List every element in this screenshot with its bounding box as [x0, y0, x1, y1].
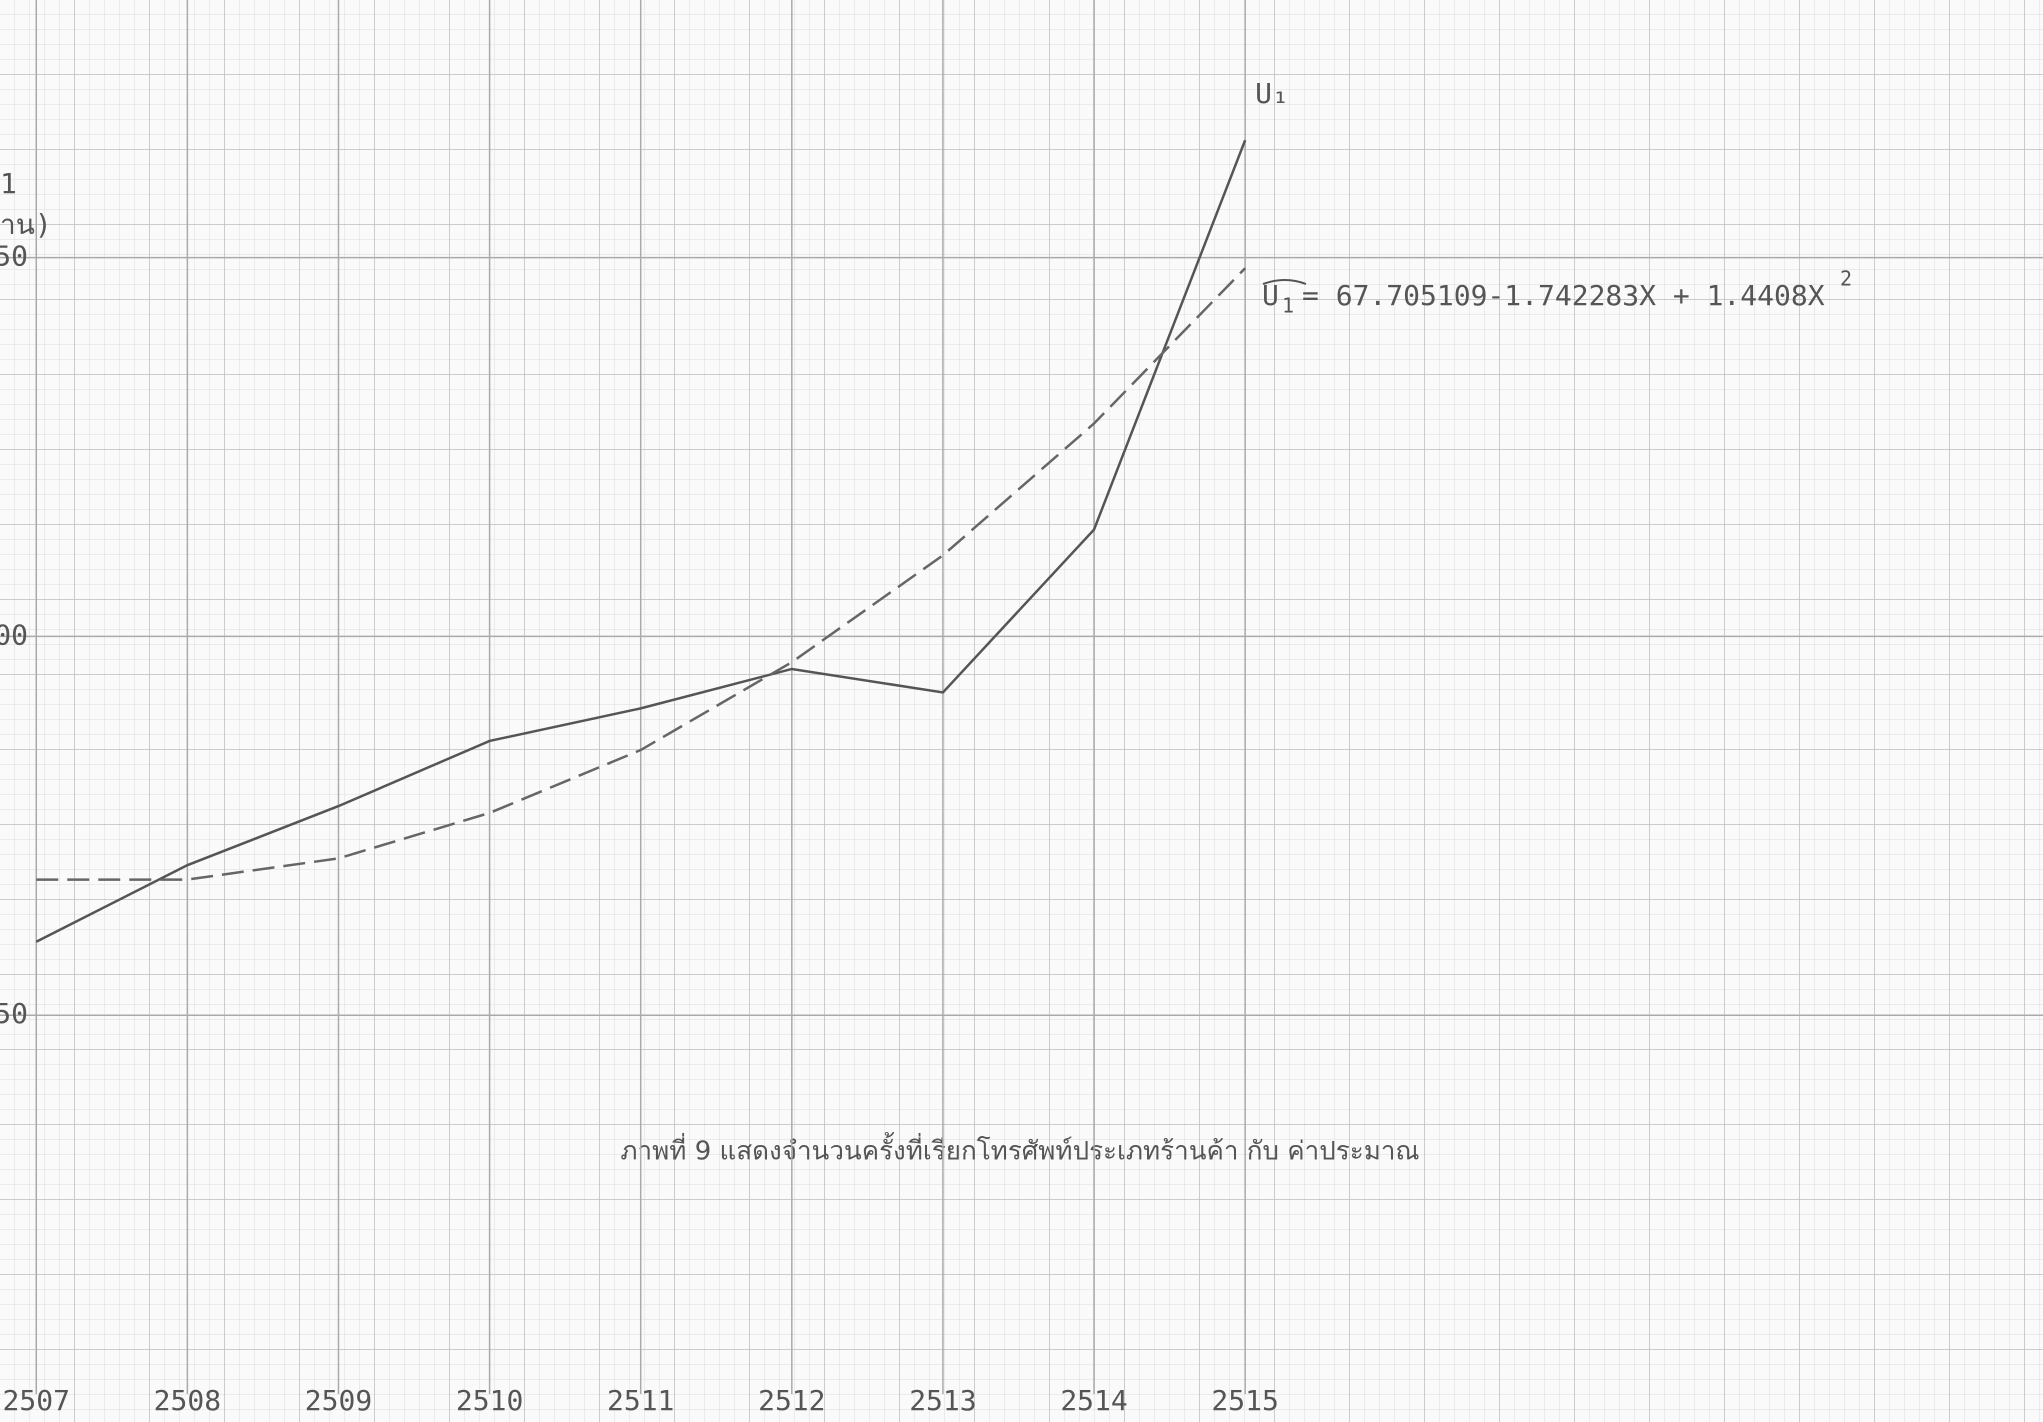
x-tick-label: 2509: [305, 1384, 372, 1417]
x-tick-label: 2513: [909, 1384, 976, 1417]
x-tick-label: 2514: [1060, 1384, 1127, 1417]
x-tick-label: 2511: [607, 1384, 674, 1417]
x-tick-label: 2507: [3, 1384, 70, 1417]
fit-equation: = 67.705109-1.742283X + 1.4408X: [1302, 279, 1825, 312]
x-tick-label: 2512: [758, 1384, 825, 1417]
y-label-fragment: 1: [0, 167, 17, 200]
hat: [1262, 279, 1307, 285]
data-line: [36, 267, 1247, 881]
data-line: [35, 139, 1247, 943]
x-tick-label: 2515: [1211, 1384, 1278, 1417]
fit-label: U 1 = 67.705109-1.742283X + 1.4408X 2: [1262, 267, 1852, 318]
y-tick-label: 50: [0, 997, 28, 1030]
fit-subscript: 1: [1282, 294, 1294, 318]
x-tick-label: 2510: [456, 1384, 523, 1417]
y-label-fragment: าน): [0, 208, 52, 241]
x-tick-label: 2508: [154, 1384, 221, 1417]
chart-title: ภาพที่ 9 แสดงจำนวนครั้งที่เรียกโทรศัพท์ป…: [620, 1132, 1419, 1167]
fit-symbol: U: [1262, 279, 1279, 312]
y-tick-label: 150: [0, 240, 28, 273]
y-tick-label: 100: [0, 618, 28, 651]
fit-superscript: 2: [1840, 267, 1852, 291]
series-label: U₁: [1255, 77, 1289, 110]
